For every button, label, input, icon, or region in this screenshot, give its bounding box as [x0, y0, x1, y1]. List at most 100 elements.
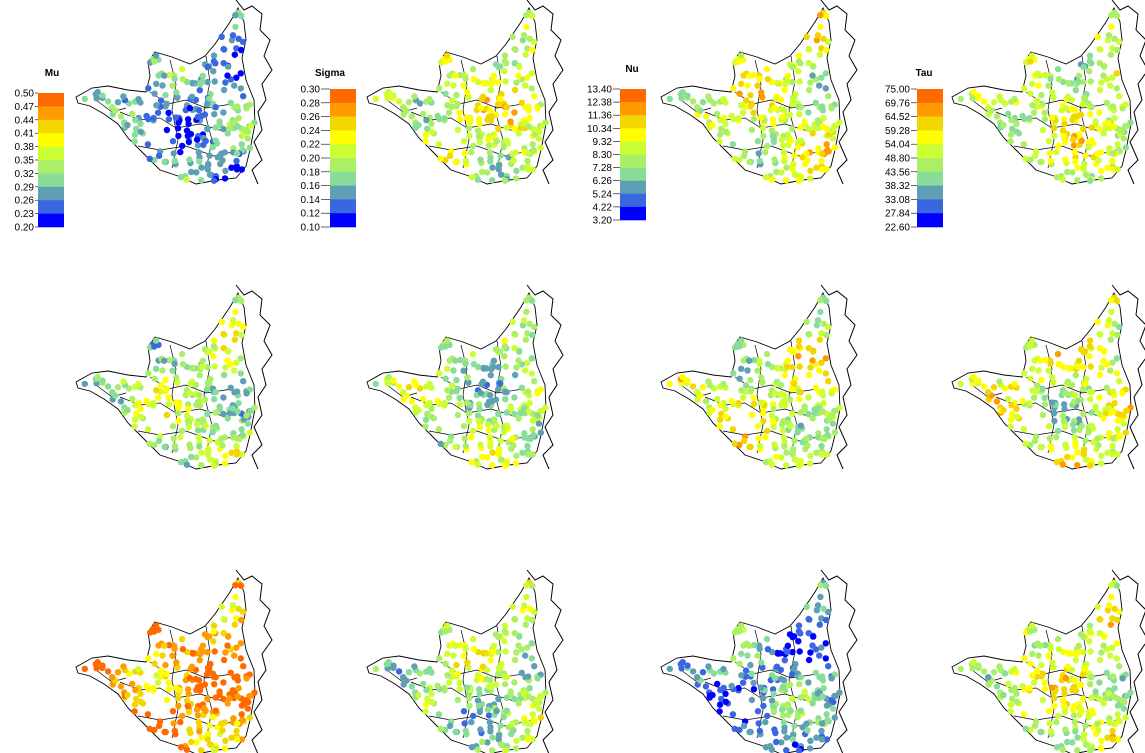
- station-point: [385, 88, 392, 96]
- station-point: [754, 423, 762, 430]
- station-point: [1059, 176, 1067, 183]
- station-point: [728, 112, 735, 120]
- station-point: [1108, 12, 1115, 19]
- station-point: [751, 641, 758, 649]
- station-point: [206, 380, 213, 387]
- station-point: [1048, 114, 1056, 121]
- station-point: [783, 449, 790, 456]
- station-point: [120, 378, 127, 385]
- station-point: [224, 357, 231, 364]
- station-point: [188, 738, 195, 746]
- station-point: [820, 320, 827, 327]
- station-point: [1107, 652, 1114, 659]
- station-point: [1119, 390, 1126, 397]
- station-point: [426, 95, 433, 103]
- station-point: [460, 708, 468, 715]
- station-point: [739, 679, 747, 686]
- station-point: [109, 389, 116, 396]
- station-point: [805, 330, 812, 338]
- station-point: [443, 337, 451, 344]
- station-point: [718, 125, 725, 133]
- station-point: [81, 380, 89, 388]
- station-point: [165, 109, 172, 117]
- station-point: [515, 415, 522, 422]
- station-point: [787, 137, 794, 145]
- station-point: [151, 343, 158, 350]
- station-point: [1109, 720, 1117, 727]
- neighbor-borders: [1111, 569, 1145, 753]
- station-point: [803, 150, 810, 157]
- station-point: [212, 707, 219, 714]
- station-point: [985, 389, 992, 396]
- station-point: [750, 401, 758, 408]
- station-point: [709, 121, 716, 129]
- station-point: [1027, 90, 1034, 97]
- station-point: [805, 679, 812, 686]
- station-point: [502, 363, 509, 370]
- station-point: [789, 349, 796, 356]
- station-point: [210, 177, 218, 184]
- station-point: [152, 52, 160, 59]
- station-point: [247, 122, 254, 130]
- station-point: [489, 449, 496, 456]
- region-outline: [75, 291, 256, 470]
- station-point: [198, 164, 205, 171]
- station-point: [524, 166, 532, 173]
- station-point: [240, 378, 247, 385]
- station-point: [1095, 157, 1102, 164]
- station-point: [212, 124, 219, 131]
- station-point: [151, 660, 158, 667]
- station-point: [520, 602, 528, 609]
- station-point: [456, 109, 463, 117]
- station-point: [1005, 110, 1012, 118]
- station-point: [754, 82, 761, 89]
- station-point: [818, 166, 826, 173]
- station-point: [1109, 451, 1117, 458]
- station-point: [426, 665, 433, 673]
- station-point: [791, 152, 798, 159]
- station-point: [1087, 396, 1094, 403]
- station-point: [468, 174, 476, 181]
- station-point: [770, 120, 777, 128]
- station-point: [1111, 605, 1118, 612]
- station-point: [702, 683, 710, 690]
- station-point: [222, 737, 229, 744]
- station-point: [420, 110, 427, 118]
- station-point: [487, 158, 494, 165]
- station-point: [805, 371, 813, 379]
- station-point: [1103, 99, 1110, 107]
- station-point: [485, 142, 493, 149]
- station-point: [211, 396, 218, 403]
- station-point: [154, 679, 162, 686]
- station-point: [490, 648, 497, 655]
- station-point: [993, 398, 1001, 405]
- station-point: [195, 719, 202, 726]
- station-point: [1047, 727, 1054, 735]
- station-point: [1061, 405, 1068, 413]
- station-point: [233, 451, 241, 458]
- station-point: [756, 360, 763, 367]
- station-point: [779, 398, 787, 405]
- station-point: [501, 343, 509, 350]
- legend-swatch: [38, 173, 64, 188]
- station-point: [238, 711, 245, 718]
- station-point: [1114, 331, 1121, 339]
- station-point: [202, 707, 209, 715]
- station-point: [796, 396, 803, 403]
- station-point: [220, 695, 227, 703]
- station-point: [225, 348, 232, 355]
- station-point: [476, 423, 484, 431]
- station-point: [186, 726, 193, 733]
- station-point: [114, 669, 122, 676]
- station-point: [828, 127, 835, 134]
- station-point: [220, 394, 227, 401]
- station-point: [466, 132, 473, 140]
- station-point: [1065, 649, 1072, 657]
- legend-swatch: [620, 141, 646, 155]
- station-point: [1053, 718, 1060, 726]
- station-point: [788, 671, 796, 678]
- station-point: [1050, 410, 1058, 417]
- station-point: [1062, 726, 1069, 733]
- station-point: [204, 125, 211, 133]
- station-point: [162, 91, 169, 99]
